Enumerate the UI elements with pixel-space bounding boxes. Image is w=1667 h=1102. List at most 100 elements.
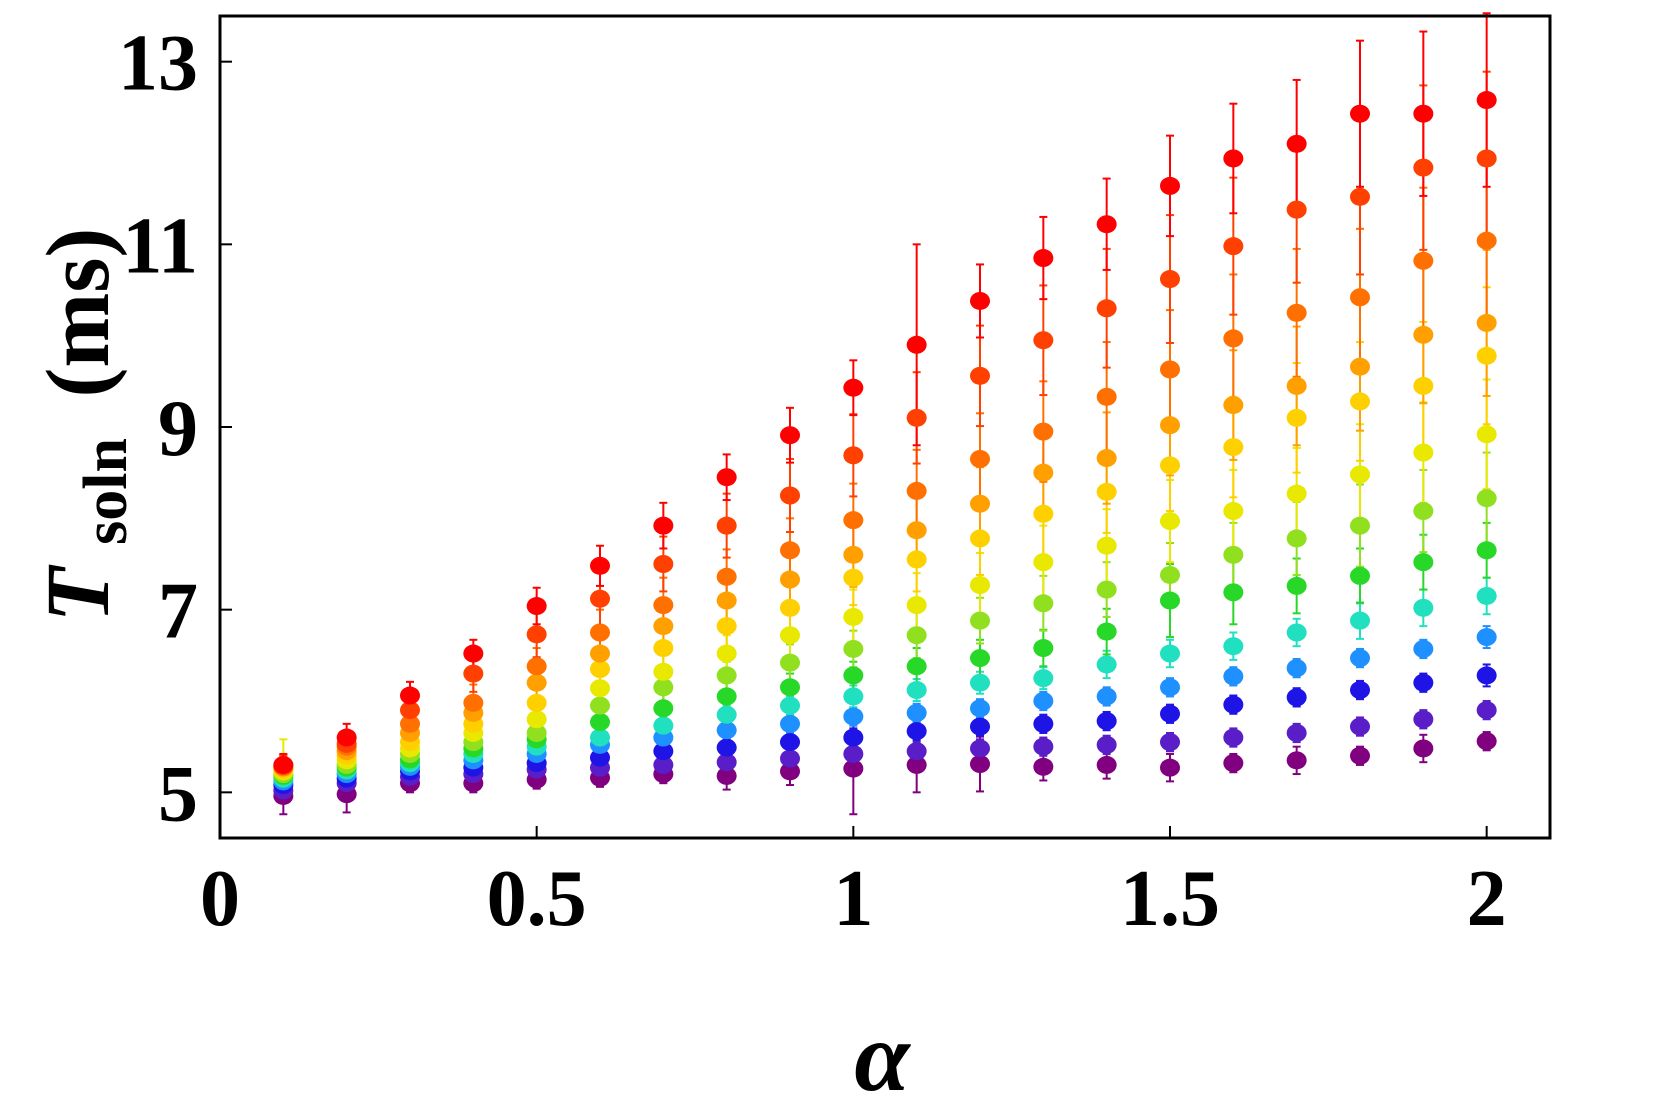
data-point	[970, 673, 990, 692]
data-point	[716, 516, 737, 535]
data-point	[1413, 251, 1434, 270]
data-point	[780, 714, 800, 733]
data-point	[843, 446, 864, 465]
data-point	[463, 664, 484, 683]
data-point	[970, 699, 990, 718]
data-point	[400, 701, 420, 720]
data-point	[780, 653, 800, 672]
data-point	[590, 589, 610, 608]
data-point	[1413, 739, 1434, 758]
data-point	[716, 753, 737, 772]
data-point	[843, 607, 864, 626]
data-point	[906, 521, 927, 540]
data-point	[970, 494, 990, 513]
data-point	[1160, 270, 1180, 289]
y-tick-label: 9	[158, 385, 198, 473]
x-tick-label: 1	[833, 855, 873, 943]
y-axis-symbol: T	[29, 564, 128, 622]
data-point	[970, 739, 990, 758]
data-point	[1096, 482, 1117, 501]
data-point	[1476, 666, 1497, 685]
y-axis: 5 7 9 11 13	[118, 20, 232, 838]
x-tick-label: 0	[200, 855, 240, 943]
data-point	[590, 556, 610, 575]
data-point	[1286, 529, 1307, 548]
data-point	[1223, 502, 1244, 521]
data-point	[1350, 717, 1370, 736]
data-point	[780, 696, 800, 715]
data-point	[1350, 649, 1370, 668]
data-point	[906, 755, 927, 774]
data-point	[1286, 134, 1307, 153]
data-point	[1033, 249, 1054, 268]
data-point	[843, 744, 864, 763]
data-point	[1096, 655, 1117, 674]
data-point	[970, 291, 990, 310]
data-point	[400, 714, 420, 733]
y-tick-label: 7	[158, 568, 198, 656]
data-point	[653, 662, 674, 681]
data-point	[1096, 687, 1117, 706]
x-tick-label: 1.5	[1120, 855, 1220, 943]
data-point	[1223, 438, 1244, 457]
data-point	[716, 567, 737, 586]
data-point	[526, 597, 547, 616]
data-point	[653, 716, 674, 735]
data-point	[653, 596, 674, 615]
data-point	[970, 611, 990, 630]
data-point	[1350, 516, 1370, 535]
data-point	[1223, 728, 1244, 747]
data-point	[1160, 678, 1180, 697]
data-point	[716, 644, 737, 663]
data-point	[1413, 598, 1434, 617]
data-point	[653, 755, 674, 774]
data-point	[906, 596, 927, 615]
data-point	[1223, 637, 1244, 656]
data-point	[590, 713, 610, 732]
data-point	[1033, 553, 1054, 572]
data-point	[716, 766, 737, 785]
data-point	[590, 696, 610, 715]
data-point	[1413, 158, 1434, 177]
data-point	[1476, 346, 1497, 365]
data-point	[526, 673, 547, 692]
data-point	[1096, 712, 1117, 731]
data-point	[1286, 376, 1307, 395]
data-point	[1096, 735, 1117, 754]
data-point	[653, 742, 674, 761]
data-point	[1350, 611, 1370, 630]
data-point	[1160, 758, 1180, 777]
data-point	[1350, 187, 1370, 206]
data-point	[1033, 714, 1054, 733]
data-point	[1096, 387, 1117, 406]
data-point	[970, 649, 990, 668]
data-point	[716, 468, 737, 487]
data-point	[1223, 667, 1244, 686]
data-point	[1033, 737, 1054, 756]
data-point	[590, 728, 610, 747]
data-point	[526, 723, 547, 742]
data-point	[843, 759, 864, 778]
data-point	[1160, 416, 1180, 435]
y-tick-label: 5	[158, 750, 198, 838]
data-point	[716, 687, 737, 706]
data-point	[653, 699, 674, 718]
data-point	[653, 639, 674, 658]
data-point	[1476, 628, 1497, 647]
data-point	[780, 749, 800, 768]
data-point	[1223, 149, 1244, 168]
data-point	[1096, 580, 1117, 599]
data-point	[843, 639, 864, 658]
data-point	[970, 449, 990, 468]
data-point	[463, 644, 484, 663]
data-point	[1286, 659, 1307, 678]
data-point	[1223, 396, 1244, 415]
data-point	[1033, 422, 1054, 441]
data-point	[906, 742, 927, 761]
data-point	[590, 660, 610, 679]
data-point	[780, 541, 800, 560]
data-point	[716, 666, 737, 685]
y-tick-label: 13	[118, 20, 198, 108]
